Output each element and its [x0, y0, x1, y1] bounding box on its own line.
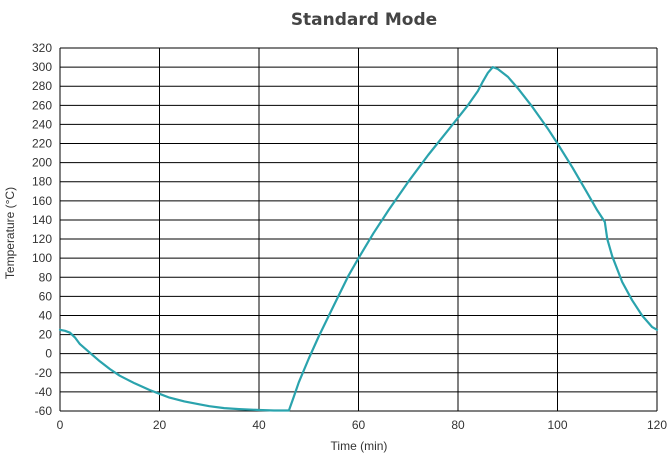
y-tick-label: -60: [35, 404, 53, 418]
y-tick-label: 240: [32, 117, 52, 131]
y-tick-label: 20: [39, 328, 53, 342]
y-tick-label: 160: [32, 194, 52, 208]
y-tick-label: 0: [45, 347, 52, 361]
y-axis-label: Temperature (°C): [3, 187, 17, 279]
y-tick-label: 200: [32, 156, 52, 170]
x-tick-label: 20: [153, 418, 167, 432]
y-tick-label: -20: [35, 366, 53, 380]
y-tick-label: 300: [32, 60, 52, 74]
x-tick-label: 0: [57, 418, 64, 432]
x-tick-label: 120: [647, 418, 667, 432]
chart-title: Standard Mode: [291, 10, 437, 30]
y-tick-label: 40: [39, 308, 53, 322]
x-tick-label: 40: [252, 418, 266, 432]
x-tick-label: 60: [352, 418, 366, 432]
x-tick-label: 100: [547, 418, 567, 432]
y-tick-label: 120: [32, 232, 52, 246]
y-tick-label: 220: [32, 137, 52, 151]
grid: [59, 47, 658, 412]
y-tick-label: 280: [32, 79, 52, 93]
y-tick-label: 80: [39, 270, 53, 284]
x-tick-label: 80: [451, 418, 465, 432]
y-tick-label: -40: [35, 385, 53, 399]
y-tick-label: 180: [32, 175, 52, 189]
y-tick-labels: 3203002802602402202001801601401201008060…: [32, 41, 52, 418]
series-group: [58, 65, 659, 412]
y-tick-label: 60: [39, 289, 53, 303]
y-tick-label: 260: [32, 98, 52, 112]
y-tick-label: 320: [32, 41, 52, 55]
series-line: [58, 65, 659, 412]
x-tick-labels: 0 20 40 60 80 100 120: [57, 418, 668, 432]
y-tick-label: 140: [32, 213, 52, 227]
y-tick-label: 100: [32, 251, 52, 265]
x-axis-label: Time (min): [331, 439, 388, 453]
